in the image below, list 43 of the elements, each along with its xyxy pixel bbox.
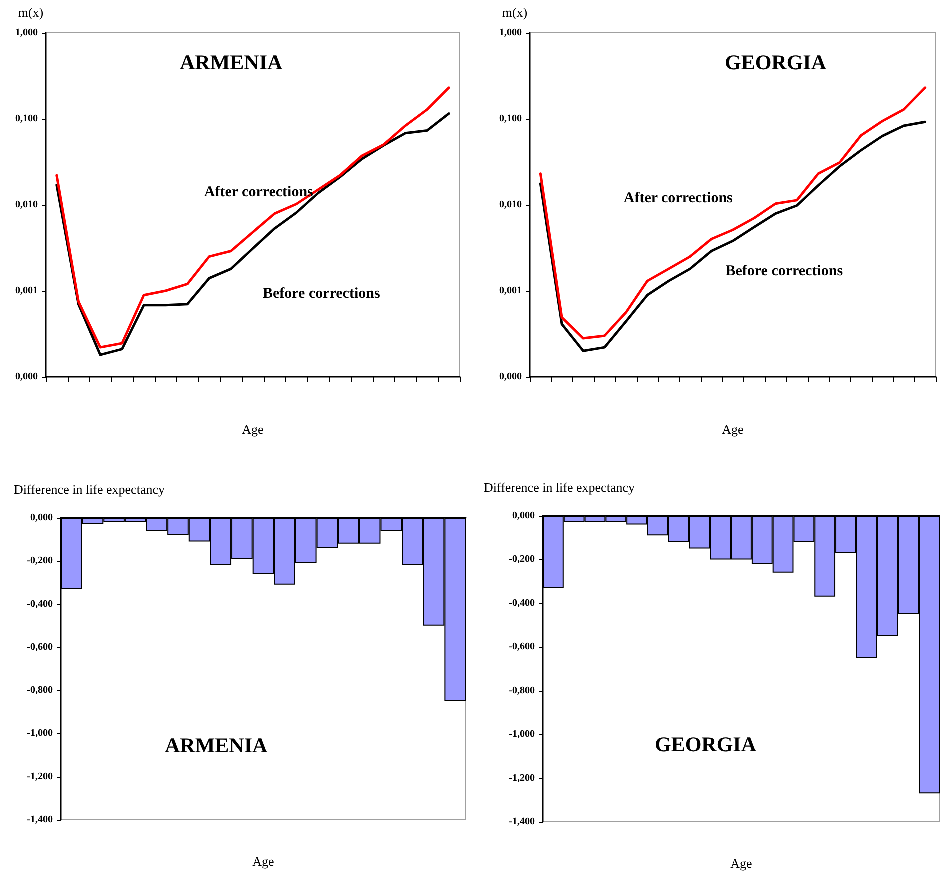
y-tick-label: 1,000 [500, 28, 522, 38]
y-tick-label: -1,400 [27, 814, 53, 826]
y-tick-label: 0,000 [30, 512, 53, 524]
y-tick-label: -1,200 [27, 771, 53, 782]
y-tick-label: 1,000 [16, 28, 38, 38]
y-axis-title: Difference in life expectancy [14, 482, 166, 497]
y-tick-label: 0,000 [16, 372, 38, 382]
y-tick-label: 0,000 [512, 510, 535, 522]
y-tick-label: 0,100 [16, 114, 38, 124]
y-tick-label: -1,000 [509, 729, 535, 740]
y-tick-label: -0,800 [27, 685, 53, 696]
annotation: GEORGIA [655, 732, 758, 756]
annotation: GEORGIA [725, 50, 828, 74]
y-tick-label: -1,000 [27, 728, 53, 740]
series-label: Before corrections [726, 263, 844, 280]
x-axis-title: Age [722, 422, 744, 437]
y-axis-title: m(x) [502, 5, 528, 20]
y-tick-label: -0,600 [509, 642, 535, 653]
y-tick-label: -0,600 [27, 642, 53, 653]
annotation: ARMENIA [180, 50, 284, 74]
y-tick-label: -0,400 [509, 598, 535, 609]
y-tick-label: 0,001 [16, 286, 38, 296]
annotation: ARMENIA [165, 734, 268, 758]
series-label: After corrections [624, 190, 734, 207]
line-series [539, 86, 927, 340]
y-tick-label: -0,200 [509, 554, 535, 566]
x-axis-title: Age [252, 854, 275, 869]
y-tick-label: -0,800 [509, 685, 535, 696]
y-tick-label: 0,000 [500, 372, 522, 382]
y-tick-label: -1,200 [509, 772, 535, 784]
y-axis-title: Difference in life expectancy [484, 480, 636, 495]
text: Before corrections [263, 286, 380, 302]
y-tick-label: 0,010 [500, 200, 522, 210]
y-tick-label: -1,400 [509, 816, 535, 828]
x-axis-title: Age [242, 422, 264, 437]
y-tick-label: 0,001 [500, 286, 522, 296]
y-tick-label: -0,400 [27, 598, 53, 610]
x-axis-title: Age [730, 856, 753, 871]
y-tick-label: 0,100 [500, 114, 522, 124]
y-tick-label: -0,200 [27, 556, 53, 567]
y-axis-title: m(x) [18, 5, 44, 20]
y-tick-label: 0,010 [16, 200, 38, 210]
series-label: After corrections [204, 184, 314, 200]
